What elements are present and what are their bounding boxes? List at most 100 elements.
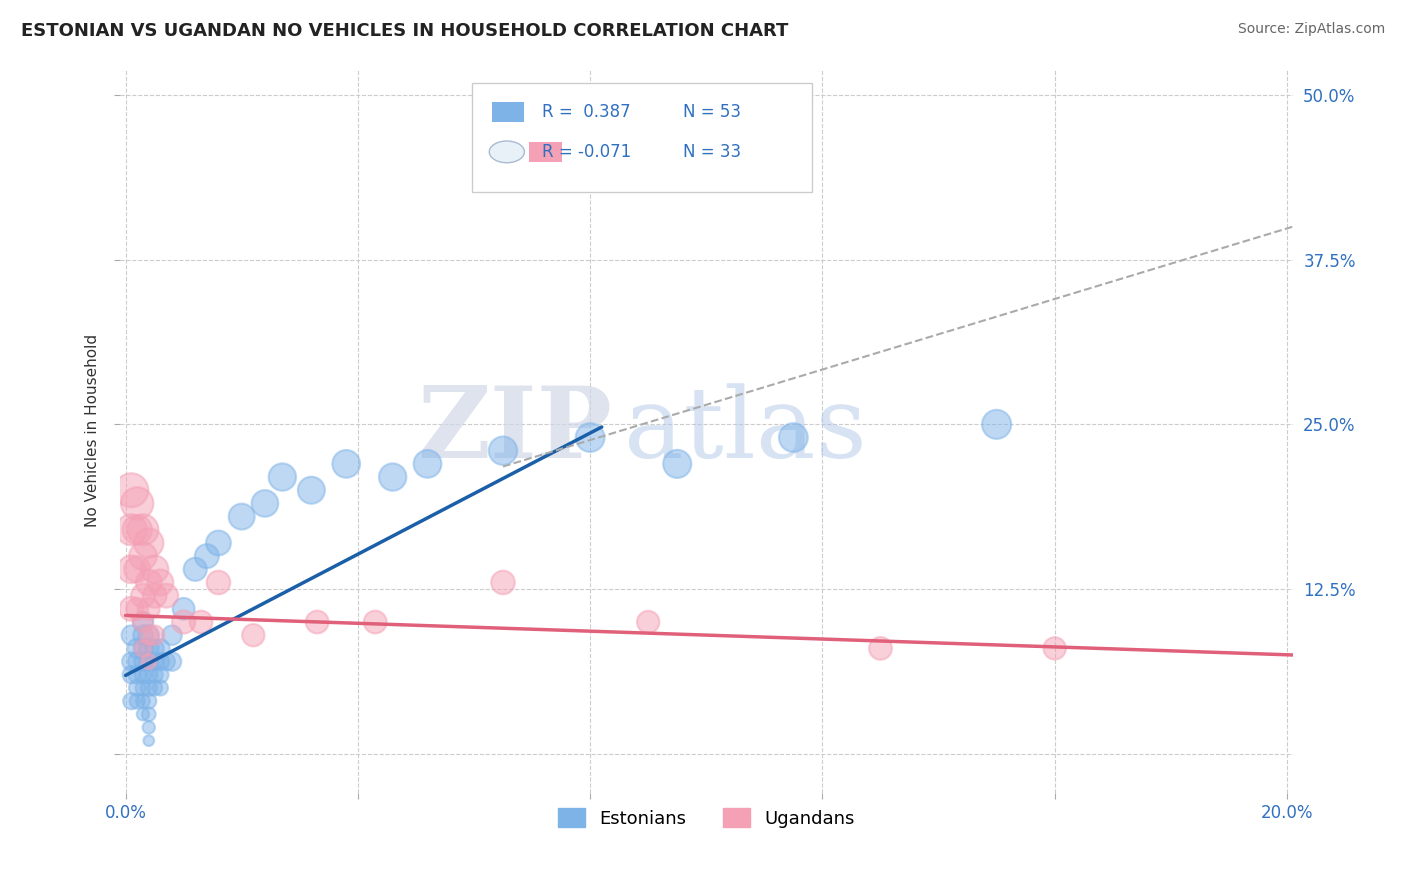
Point — [127, 562, 149, 576]
Text: ESTONIAN VS UGANDAN NO VEHICLES IN HOUSEHOLD CORRELATION CHART: ESTONIAN VS UGANDAN NO VEHICLES IN HOUSE… — [21, 22, 789, 40]
Point — [138, 602, 160, 616]
Point — [127, 496, 149, 510]
Point — [132, 681, 155, 695]
Point — [127, 523, 149, 537]
Point — [120, 602, 142, 616]
Point — [127, 602, 149, 616]
Point — [364, 615, 387, 629]
Point — [579, 430, 602, 444]
Point — [138, 628, 160, 642]
Point — [492, 443, 515, 458]
Point — [307, 615, 329, 629]
FancyBboxPatch shape — [529, 142, 562, 162]
Point — [127, 667, 149, 681]
Point — [138, 721, 160, 735]
Point — [381, 470, 404, 484]
Point — [138, 733, 160, 747]
Point — [120, 655, 142, 669]
Point — [143, 667, 166, 681]
Point — [782, 430, 804, 444]
Point — [335, 457, 357, 471]
Point — [132, 707, 155, 722]
Point — [149, 655, 172, 669]
Point — [138, 655, 160, 669]
Point — [120, 483, 142, 498]
Point — [1043, 641, 1066, 656]
Point — [155, 589, 177, 603]
Point — [195, 549, 218, 563]
Point — [155, 655, 177, 669]
Point — [132, 628, 155, 642]
Point — [149, 575, 172, 590]
Point — [132, 523, 155, 537]
FancyBboxPatch shape — [492, 102, 524, 122]
Point — [138, 536, 160, 550]
Point — [242, 628, 264, 642]
Point — [120, 694, 142, 708]
Point — [184, 562, 207, 576]
Point — [190, 615, 212, 629]
Point — [127, 641, 149, 656]
Point — [138, 655, 160, 669]
Point — [143, 562, 166, 576]
Point — [416, 457, 439, 471]
Circle shape — [489, 141, 524, 162]
Point — [120, 667, 142, 681]
Y-axis label: No Vehicles in Household: No Vehicles in Household — [86, 334, 100, 527]
Point — [173, 615, 195, 629]
FancyBboxPatch shape — [471, 83, 811, 192]
Point — [132, 641, 155, 656]
Point — [143, 628, 166, 642]
Point — [138, 694, 160, 708]
Point — [143, 589, 166, 603]
Point — [127, 694, 149, 708]
Point — [160, 655, 183, 669]
Point — [143, 655, 166, 669]
Point — [132, 694, 155, 708]
Point — [207, 536, 229, 550]
Point — [138, 641, 160, 656]
Point — [149, 681, 172, 695]
Point — [132, 615, 155, 629]
Point — [132, 641, 155, 656]
Point — [207, 575, 229, 590]
Point — [143, 681, 166, 695]
Point — [271, 470, 294, 484]
Point — [138, 707, 160, 722]
Point — [120, 523, 142, 537]
Text: R =  0.387: R = 0.387 — [543, 103, 631, 121]
Legend: Estonians, Ugandans: Estonians, Ugandans — [551, 801, 862, 835]
Point — [127, 681, 149, 695]
Point — [666, 457, 689, 471]
Point — [986, 417, 1008, 432]
Text: ZIP: ZIP — [418, 383, 613, 479]
Point — [127, 655, 149, 669]
Point — [149, 641, 172, 656]
Point — [173, 602, 195, 616]
Point — [132, 667, 155, 681]
Text: atlas: atlas — [624, 383, 868, 479]
Point — [637, 615, 659, 629]
Point — [132, 589, 155, 603]
Point — [138, 575, 160, 590]
Point — [132, 655, 155, 669]
Point — [299, 483, 322, 498]
Point — [120, 628, 142, 642]
Point — [231, 509, 253, 524]
Point — [869, 641, 891, 656]
Text: R = -0.071: R = -0.071 — [543, 143, 631, 161]
Point — [149, 667, 172, 681]
Text: N = 53: N = 53 — [683, 103, 741, 121]
Text: N = 33: N = 33 — [683, 143, 741, 161]
Point — [253, 496, 276, 510]
Point — [492, 575, 515, 590]
Point — [138, 667, 160, 681]
Text: Source: ZipAtlas.com: Source: ZipAtlas.com — [1237, 22, 1385, 37]
Point — [143, 641, 166, 656]
Point — [138, 628, 160, 642]
Point — [160, 628, 183, 642]
Point — [138, 681, 160, 695]
Point — [132, 615, 155, 629]
Point — [132, 549, 155, 563]
Point — [120, 562, 142, 576]
